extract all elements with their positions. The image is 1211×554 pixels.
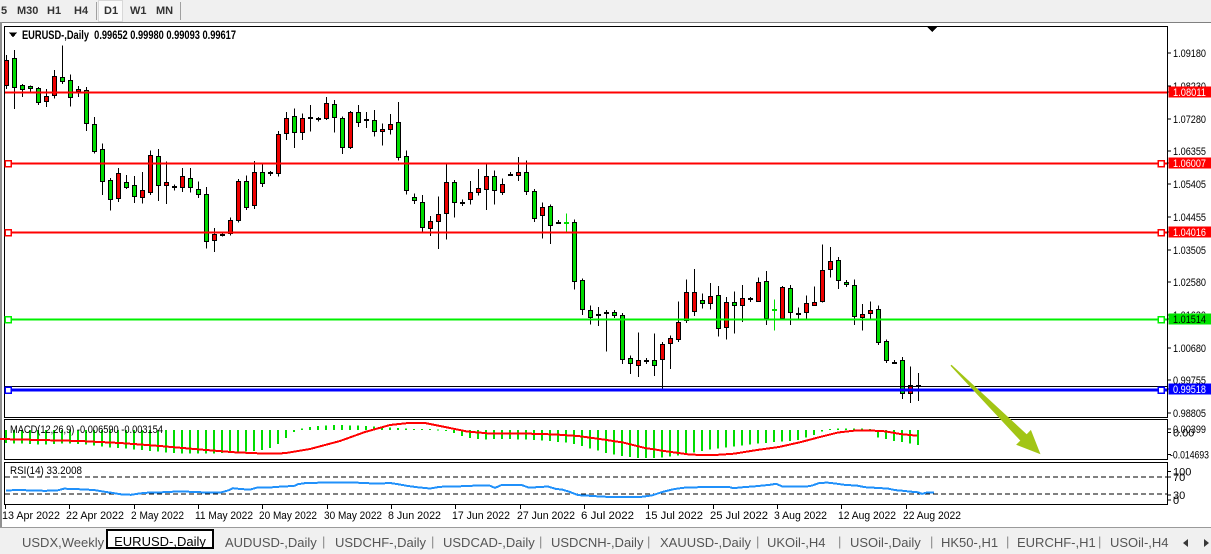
svg-text:30: 30	[1173, 490, 1185, 502]
svg-text:13 Apr 2022: 13 Apr 2022	[2, 510, 60, 522]
svg-text:1.04455: 1.04455	[1173, 212, 1206, 224]
svg-text:-0.014693: -0.014693	[1170, 450, 1209, 462]
svg-text:1.01514: 1.01514	[1173, 314, 1206, 326]
svg-text:1.00680: 1.00680	[1173, 343, 1206, 355]
svg-text:1.04016: 1.04016	[1173, 227, 1206, 239]
svg-text:30 May 2022: 30 May 2022	[324, 510, 382, 522]
svg-text:1.09180: 1.09180	[1173, 48, 1206, 60]
svg-text:0.98805: 0.98805	[1173, 408, 1206, 420]
svg-text:1.02580: 1.02580	[1173, 277, 1206, 289]
svg-text:20 May 2022: 20 May 2022	[259, 510, 317, 522]
svg-text:0: 0	[1173, 495, 1179, 507]
svg-text:22 Aug 2022: 22 Aug 2022	[903, 510, 961, 522]
svg-text:1.06355: 1.06355	[1173, 146, 1206, 158]
svg-text:27 Jun 2022: 27 Jun 2022	[517, 510, 575, 522]
svg-text:1.07280: 1.07280	[1173, 114, 1206, 126]
svg-text:3 Aug 2022: 3 Aug 2022	[774, 510, 827, 522]
svg-text:17 Jun 2022: 17 Jun 2022	[452, 510, 510, 522]
svg-text:0.00399: 0.00399	[1173, 424, 1206, 436]
svg-text:100: 100	[1173, 467, 1191, 479]
svg-text:8 Jun 2022: 8 Jun 2022	[388, 510, 441, 522]
svg-text:2 May 2022: 2 May 2022	[131, 510, 184, 522]
svg-text:11 May 2022: 11 May 2022	[195, 510, 253, 522]
svg-text:15 Jul 2022: 15 Jul 2022	[645, 510, 703, 522]
svg-text:1.03505: 1.03505	[1173, 245, 1206, 257]
svg-text:6 Jul 2022: 6 Jul 2022	[581, 510, 634, 522]
svg-text:1.06007: 1.06007	[1173, 158, 1206, 170]
svg-text:25 Jul 2022: 25 Jul 2022	[710, 510, 768, 522]
svg-text:1.05405: 1.05405	[1173, 179, 1206, 191]
svg-text:RSI(14) 33.2008: RSI(14) 33.2008	[10, 465, 82, 477]
svg-text:EURUSD-,Daily 0.99652 0.99980: EURUSD-,Daily 0.99652 0.99980 0.99093 0.…	[22, 30, 236, 42]
svg-text:70: 70	[1173, 472, 1185, 484]
svg-text:12 Aug 2022: 12 Aug 2022	[838, 510, 896, 522]
svg-text:0.99518: 0.99518	[1173, 384, 1206, 396]
svg-text:22 Apr 2022: 22 Apr 2022	[66, 510, 124, 522]
svg-text:0.00: 0.00	[1173, 428, 1194, 440]
svg-text:MACD(12,26,9) -0.006590 -0.003: MACD(12,26,9) -0.006590 -0.003154	[10, 424, 163, 436]
svg-text:1.08011: 1.08011	[1173, 87, 1206, 99]
